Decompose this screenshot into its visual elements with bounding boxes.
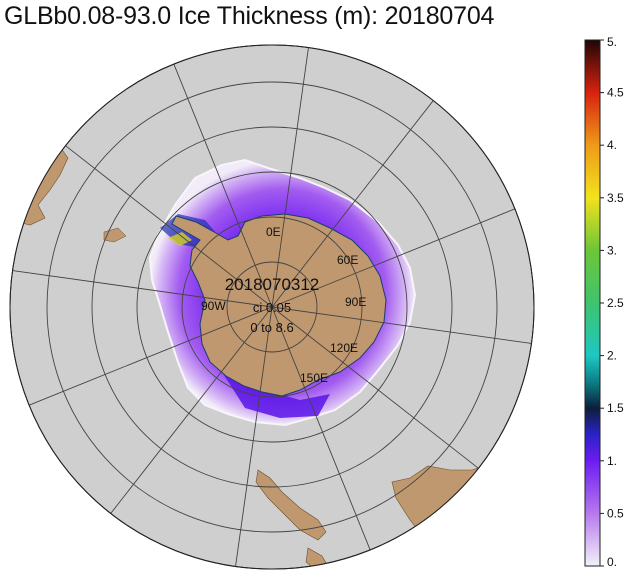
colorbar-ramp [584, 39, 601, 567]
lon-label-0e: 0E [266, 225, 281, 239]
meridian-line [110, 306, 273, 514]
colorbar-tick-label: 4. [607, 138, 617, 152]
meridian-line [271, 100, 434, 308]
contour-interval-label: ci 0.05 [253, 300, 291, 315]
colorbar-tick-label: 2.5 [607, 296, 624, 310]
lon-label-60e: 60E [337, 253, 358, 267]
land-africa [419, 45, 521, 71]
colorbar-ticks: 0. 0.5 1. 1.5 2. 2.5 3. 3.5 4. 4.5 5. [600, 35, 624, 569]
colorbar-tick-label: 2. [607, 349, 617, 363]
meridian-line [28, 306, 273, 406]
colorbar-tick-label: 0.5 [607, 506, 624, 520]
map-title: GLBb0.08-93.0 Ice Thickness (m): 2018070… [4, 2, 495, 30]
meridian-line [271, 47, 309, 308]
meridian-line [12, 270, 273, 308]
land-falklands [103, 227, 127, 243]
peninsula-ice-max [168, 232, 192, 246]
range-label: 0 to 8.6 [250, 320, 293, 335]
meridian-line [271, 306, 532, 344]
colorbar-tick-label: 3.5 [607, 191, 624, 205]
meridian-line [65, 145, 273, 308]
land-antarctica [171, 213, 387, 397]
colorbar-tick-label: 3. [607, 243, 617, 257]
lon-label-150e: 150E [300, 371, 328, 385]
meridian-line [271, 306, 371, 551]
colorbar-tick-label: 1. [607, 454, 617, 468]
longitude-labels: 0E 60E 90E 120E 150E 90W [201, 225, 366, 385]
graticule [12, 47, 532, 567]
meridian-line [235, 306, 273, 567]
meridian-line [271, 306, 479, 469]
meridian-line [271, 208, 516, 308]
polar-map: 0E 60E 90E 120E 150E 90W 2018070312 ci 0… [9, 44, 535, 570]
date-code-label: 2018070312 [225, 275, 320, 294]
meridian-line [173, 63, 273, 308]
lon-label-90e: 90E [345, 295, 366, 309]
land-new-zealand [255, 469, 327, 541]
colorbar-tick-label: 4.5 [607, 86, 624, 100]
lon-label-120e: 120E [330, 341, 358, 355]
lon-label-90w: 90W [201, 299, 226, 313]
colorbar-tick-label: 0. [607, 555, 617, 569]
colorbar-tick-label: 5. [607, 35, 617, 49]
colorbar-tick-label: 1.5 [607, 401, 624, 415]
